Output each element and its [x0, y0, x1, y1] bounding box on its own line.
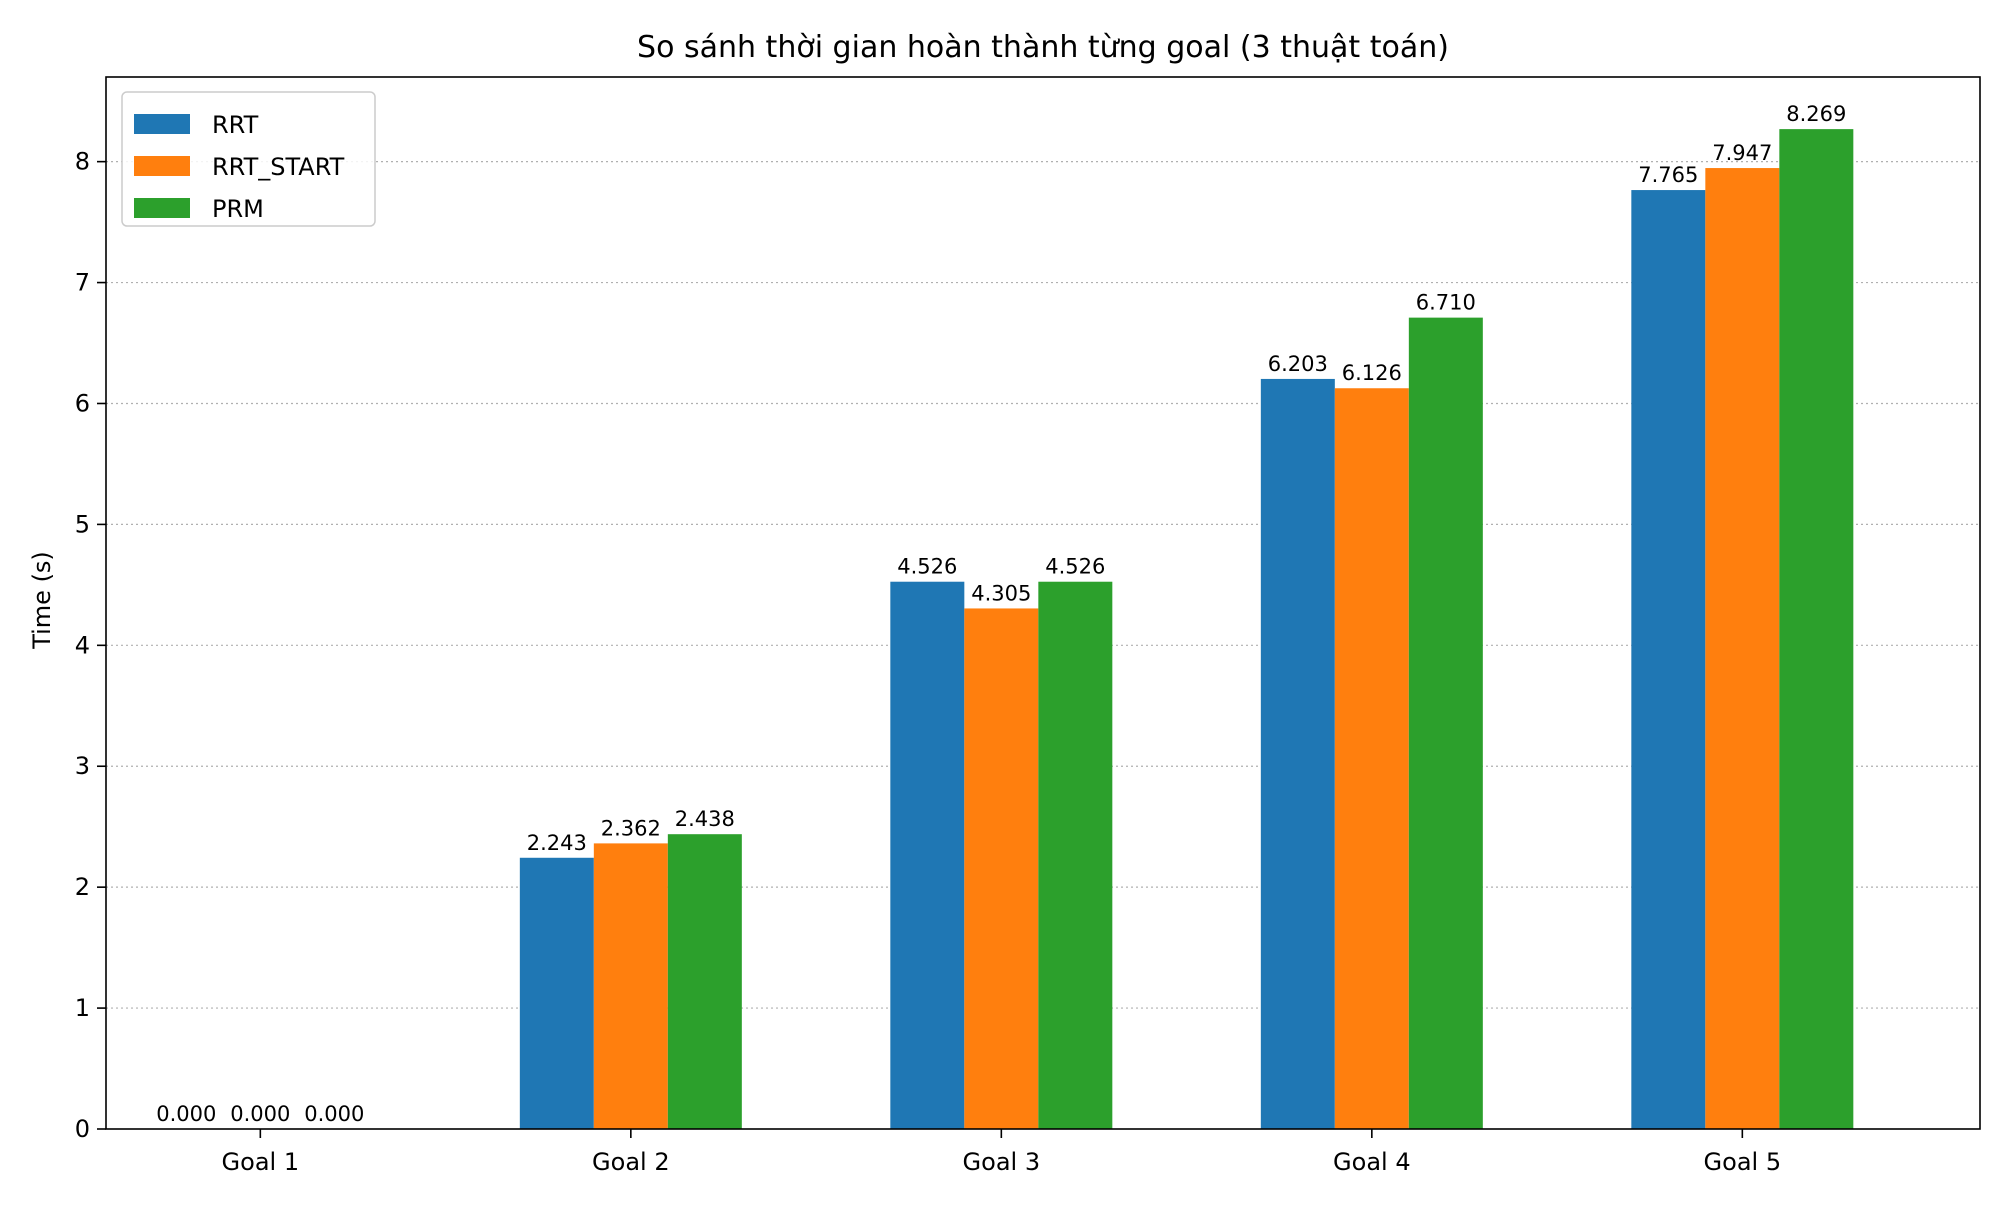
bar-value-label: 0.000	[156, 1102, 216, 1126]
legend-swatch	[134, 198, 190, 218]
x-tick-label: Goal 2	[592, 1148, 670, 1176]
bar-value-labels: 0.000 0.000 0.000 2.243 2.362 2.438 4.526 4.305…	[156, 102, 1846, 1126]
bar-value-label: 4.305	[971, 581, 1031, 605]
bar	[593, 843, 668, 1129]
bar	[1779, 129, 1854, 1129]
y-tick-label: 8	[75, 148, 90, 176]
legend-label: PRM	[212, 195, 264, 223]
bar-value-label: 7.947	[1712, 141, 1772, 165]
legend: RRT RRT_START PRM	[121, 91, 376, 227]
bars	[519, 129, 1854, 1130]
legend-label: RRT_START	[212, 153, 345, 181]
bar-value-label: 0.000	[230, 1102, 290, 1126]
bar	[1631, 190, 1706, 1130]
axes: 0 1 2 3 4 5 6 7 8 Goal 1 Goal 2 Goal 3 Goal 4 Goal 5	[75, 76, 1981, 1176]
bar-value-label: 8.269	[1786, 102, 1846, 126]
bar-value-label: 2.438	[675, 807, 735, 831]
y-tick-label: 4	[75, 631, 90, 659]
legend-swatch	[134, 114, 190, 134]
bar-value-label: 7.765	[1638, 163, 1698, 187]
y-tick-label: 0	[75, 1115, 90, 1143]
bar-value-label: 2.243	[527, 831, 587, 855]
x-tick-label: Goal 3	[963, 1148, 1041, 1176]
bar-value-label: 6.126	[1342, 361, 1402, 385]
y-tick-label: 2	[75, 873, 90, 901]
legend-label: RRT	[212, 111, 259, 139]
bar-value-label: 6.710	[1416, 291, 1476, 315]
y-tick-label: 3	[75, 752, 90, 780]
bar	[519, 857, 594, 1129]
bar-value-label: 6.203	[1268, 352, 1328, 376]
bar	[1334, 388, 1409, 1129]
bar	[890, 581, 965, 1129]
y-tick-label: 6	[75, 389, 90, 417]
bar-value-label: 4.526	[1045, 555, 1105, 579]
bar	[1705, 168, 1780, 1129]
bar	[667, 834, 742, 1129]
bar	[964, 608, 1039, 1129]
bar	[1260, 378, 1335, 1129]
bar-value-label: 0.000	[304, 1102, 364, 1126]
bar	[1408, 317, 1483, 1129]
bar	[1038, 581, 1113, 1129]
x-tick-label: Goal 4	[1333, 1148, 1411, 1176]
y-axis-label: Time (s)	[28, 551, 56, 650]
bar-value-label: 4.526	[897, 555, 957, 579]
y-tick-label: 5	[75, 510, 90, 538]
plot-frame	[105, 76, 1981, 1130]
chart-title: So sánh thời gian hoàn thành từng goal (…	[637, 30, 1449, 65]
legend-swatch	[134, 156, 190, 176]
bar-value-label: 2.362	[601, 816, 661, 840]
x-tick-label: Goal 5	[1704, 1148, 1782, 1176]
x-tick-label: Goal 1	[222, 1148, 300, 1176]
y-tick-label: 7	[75, 269, 90, 297]
y-tick-label: 1	[75, 994, 90, 1022]
